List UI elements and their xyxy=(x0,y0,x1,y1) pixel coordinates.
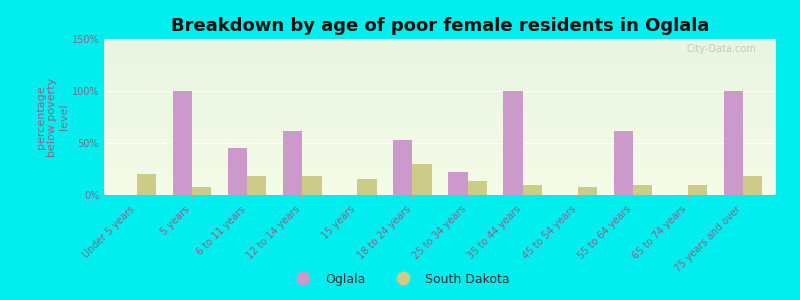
Bar xyxy=(192,187,211,195)
Bar xyxy=(688,184,707,195)
Bar xyxy=(578,187,597,195)
Bar xyxy=(633,184,652,195)
Bar xyxy=(743,176,762,195)
Bar xyxy=(173,91,192,195)
Bar xyxy=(614,130,633,195)
Bar xyxy=(228,148,247,195)
Title: Breakdown by age of poor female residents in Oglala: Breakdown by age of poor female resident… xyxy=(171,17,709,35)
Bar xyxy=(393,140,413,195)
Bar xyxy=(522,184,542,195)
Bar xyxy=(137,174,156,195)
Bar xyxy=(358,179,377,195)
Legend: Oglala, South Dakota: Oglala, South Dakota xyxy=(285,268,515,291)
Bar xyxy=(413,164,432,195)
Bar xyxy=(247,176,266,195)
Bar xyxy=(503,91,522,195)
Bar xyxy=(448,172,467,195)
Text: City-Data.com: City-Data.com xyxy=(686,44,756,54)
Bar xyxy=(724,91,743,195)
Bar xyxy=(467,182,487,195)
Bar xyxy=(302,176,322,195)
Bar xyxy=(283,130,302,195)
Y-axis label: percentage
below poverty
level: percentage below poverty level xyxy=(35,77,69,157)
